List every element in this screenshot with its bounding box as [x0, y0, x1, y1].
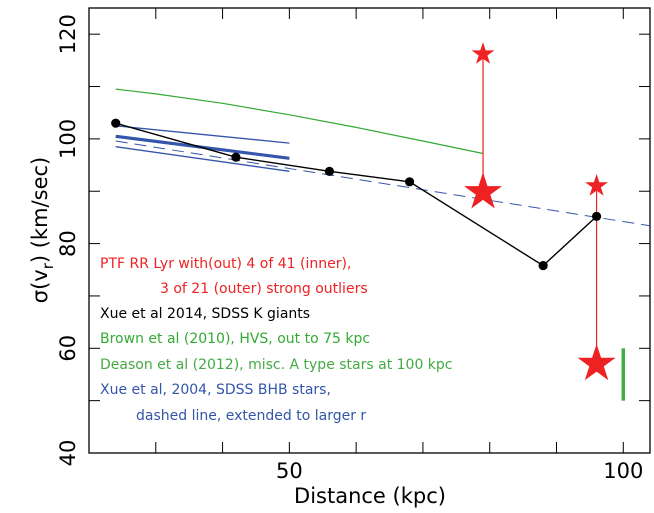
- xue2014-point: [538, 260, 548, 271]
- y-axis-title-suffix: ) (km/sec): [28, 157, 52, 263]
- y-axis-title-prefix: σ(v: [28, 269, 52, 303]
- xue2014-point: [231, 152, 241, 162]
- y-tick-label: 100: [56, 119, 80, 159]
- xue2014-point: [324, 166, 335, 176]
- legend-entry: dashed line, extended to larger r: [136, 408, 366, 424]
- xue2014-point: [404, 177, 415, 187]
- xue2004-upper-line: [115, 125, 290, 144]
- y-tick-label: 120: [56, 14, 80, 54]
- legend: PTF RR Lyr with(out) 4 of 41 (inner), 3 …: [100, 256, 453, 424]
- y-axis-title: σ(vr) (km/sec): [28, 157, 57, 303]
- xue2014-point: [591, 211, 602, 221]
- xue2014-line: [115, 122, 598, 267]
- legend-entry: Xue et al 2014, SDSS K giants: [100, 306, 310, 322]
- y-tick-label: 40: [56, 440, 80, 467]
- x-axis-title: Distance (kpc): [294, 484, 446, 508]
- plot-frame: [88, 7, 651, 454]
- y-tick-label: 60: [56, 335, 80, 362]
- x-tick-label: 100: [603, 459, 643, 483]
- legend-entry: Deason et al (2012), misc. A type stars …: [100, 357, 453, 373]
- legend-entry: PTF RR Lyr with(out) 4 of 41 (inner),: [100, 256, 351, 272]
- ptf-star-with-outliers: [471, 42, 495, 64]
- x-tick-label: 50: [276, 459, 303, 483]
- y-axis-title-subscript: r: [39, 262, 57, 269]
- brown-curve: [115, 88, 484, 155]
- ptf-star-without-outliers: [577, 344, 616, 381]
- xue2004-dashed-line: [115, 140, 651, 227]
- xue2014-point: [111, 118, 121, 128]
- ptf-star-without-outliers: [464, 172, 503, 209]
- y-tick-label: 80: [56, 230, 80, 257]
- legend-entry: 3 of 21 (outer) strong outliers: [160, 281, 368, 297]
- ptf-star-with-outliers: [585, 174, 608, 196]
- axis-ticks: [89, 8, 650, 454]
- series-layer: [111, 42, 651, 401]
- xue2004-lower-line: [115, 146, 290, 172]
- legend-entry: Brown et al (2010), HVS, out to 75 kpc: [100, 331, 370, 347]
- legend-entry: Xue et al, 2004, SDSS BHB stars,: [100, 382, 331, 398]
- tick-labels: 50 100 40 60 80 100 120: [56, 14, 643, 483]
